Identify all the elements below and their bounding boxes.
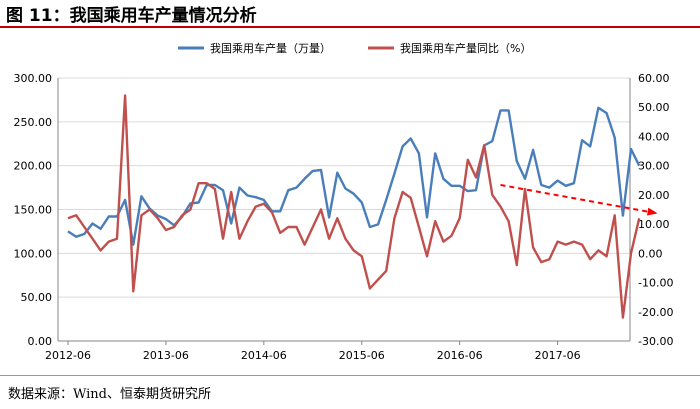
legend-label-yoy: 我国乘用车产量同比（%）: [400, 41, 531, 55]
left-axis-tick-label: 250.00: [14, 116, 53, 129]
axes: 0.00 50.00 100.00 150.00 200.00 250.00 300.00 -…: [14, 72, 674, 362]
x-axis-tick-label: 2017-06: [535, 349, 581, 362]
production-chart: 0.00 50.00 100.00 150.00 200.00 250.00 300.00 -…: [14, 41, 674, 362]
right-axis-tick-label: 50.00: [638, 101, 670, 114]
source-note: 数据来源：Wind、恒泰期货研究所: [8, 387, 211, 402]
title-underline: [0, 26, 700, 28]
right-axis-tick-label: 10.00: [638, 218, 670, 231]
production-series-line: [67, 106, 641, 246]
x-axis-tick-label: 2012-06: [45, 349, 91, 362]
right-axis-tick-label: 0.00: [638, 247, 663, 260]
source-divider: [0, 375, 700, 376]
x-axis-tick-label: 2015-06: [339, 349, 385, 362]
right-axis-tick-label: 60.00: [638, 72, 670, 85]
right-axis-tick-label: 40.00: [638, 130, 670, 143]
figure-title-bar: 图 11：我国乘用车产量情况分析: [0, 0, 700, 28]
gridlines: [58, 77, 630, 342]
legend: 我国乘用车产量（万量） 我国乘用车产量同比（%）: [178, 41, 531, 55]
x-axis-tick-label: 2016-06: [437, 349, 483, 362]
legend-label-production: 我国乘用车产量（万量）: [210, 41, 331, 55]
x-axis-tick-label: 2013-06: [143, 349, 189, 362]
left-axis-tick-label: 150.00: [14, 204, 53, 217]
left-axis-tick-label: 50.00: [21, 291, 53, 304]
right-axis-tick-label: -30.00: [638, 335, 673, 348]
figure-title: 图 11：我国乘用车产量情况分析: [6, 6, 257, 26]
right-axis-tick-label: -10.00: [638, 277, 673, 290]
series-lines: [67, 94, 641, 319]
right-axis-tick-label: 20.00: [638, 189, 670, 202]
left-axis-tick-label: 100.00: [14, 247, 53, 260]
left-axis-tick-label: 300.00: [14, 72, 53, 85]
right-axis-tick-label: -20.00: [638, 306, 673, 319]
x-axis-tick-label: 2014-06: [241, 349, 287, 362]
yoy-series-line: [67, 94, 641, 319]
left-axis-tick-label: 0.00: [28, 335, 53, 348]
right-axis-tick-label: 30.00: [638, 160, 670, 173]
left-axis-tick-label: 200.00: [14, 160, 53, 173]
